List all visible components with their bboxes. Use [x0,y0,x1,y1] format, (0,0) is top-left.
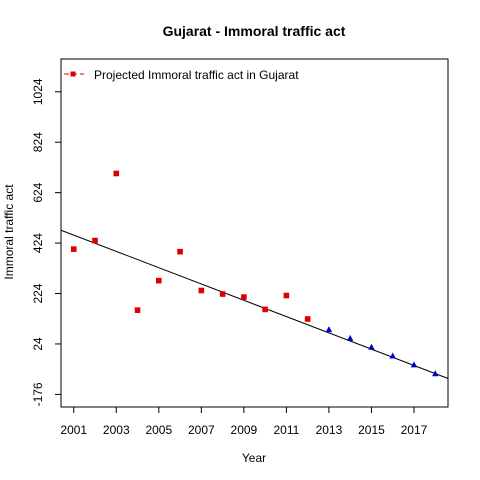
points-layer [70,170,439,377]
x-tick-label: 2001 [60,423,87,437]
y-tick-label: 424 [31,233,45,253]
projected-point [325,326,333,333]
chart-title: Gujarat - Immoral traffic act [163,23,346,39]
observed-point [198,287,205,294]
trend-layer [60,229,449,379]
projected-point [389,352,396,359]
x-tick-label: 2015 [358,423,385,437]
x-tick-label: 2003 [103,423,130,437]
y-tick-label: 824 [31,132,45,152]
observed-point [219,291,226,297]
observed-point [177,248,183,255]
observed-point [92,237,98,244]
projected-point [346,334,354,341]
legend-label: Projected Immoral traffic act in Gujarat [94,68,299,82]
y-axis: -176 24 224 424 624 824 1024 [31,78,62,406]
y-tick-label: 224 [31,283,45,303]
x-axis-label: Year [242,451,266,465]
x-tick-label: 2005 [145,423,172,437]
observed-point [134,307,141,313]
x-tick-label: 2017 [401,423,428,437]
observed-point [241,294,247,300]
observed-point [304,316,311,322]
projected-point [368,343,375,350]
x-axis: 2001 2003 2005 2007 2009 2011 2013 2015 2017 [60,406,428,437]
y-tick-label: 1024 [31,78,45,105]
observed-point [70,246,77,252]
observed-point [262,306,268,313]
projected-point [410,361,418,368]
observed-point [156,277,162,284]
projected-point [432,370,439,377]
observed-point [283,292,290,299]
y-tick-label: 24 [31,337,45,351]
y-axis-label: Immoral traffic act [2,184,16,280]
observed-point [113,170,120,177]
x-tick-label: 2007 [188,423,215,437]
x-tick-label: 2009 [231,423,258,437]
x-tick-label: 2011 [273,423,299,437]
trend-line [60,229,449,379]
y-tick-label: 624 [31,182,45,202]
x-tick-label: 2013 [316,423,343,437]
y-tick-label: -176 [31,382,45,406]
legend: Projected Immoral traffic act in Gujarat [64,68,299,82]
legend-marker [70,71,76,77]
